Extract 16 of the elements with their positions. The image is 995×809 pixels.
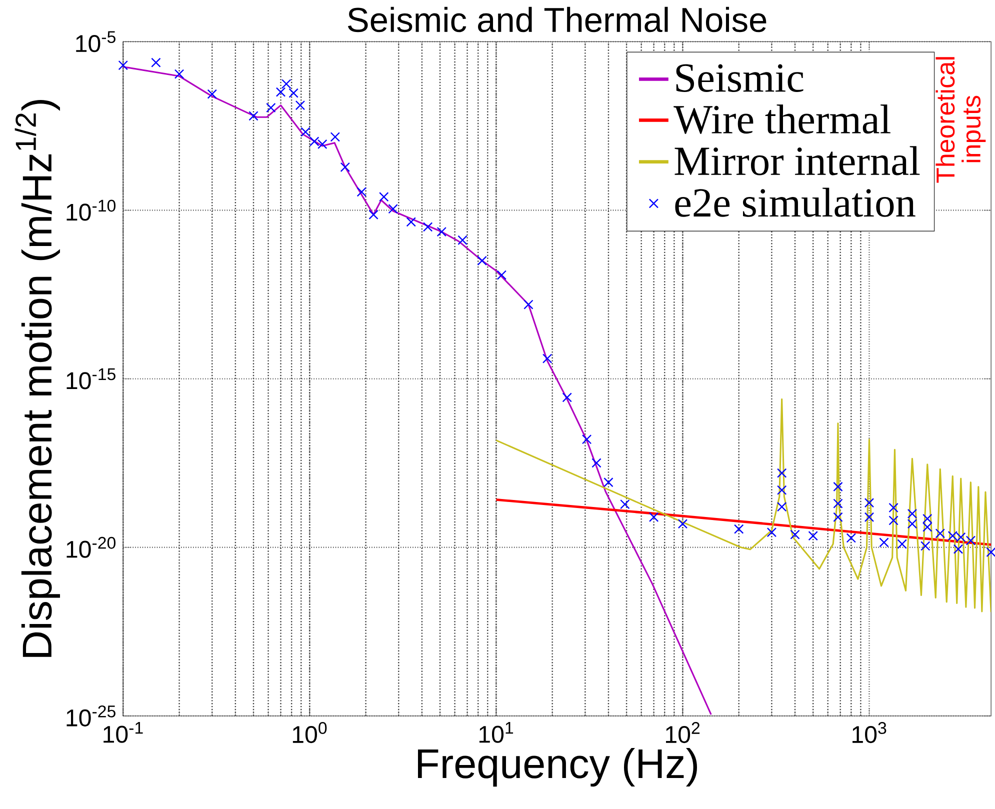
legend-label: Seismic (676, 64, 804, 92)
x-tick-label: 10$^{2}$ (666, 722, 700, 744)
x-tick-label: 10$^{3}$ (852, 722, 886, 744)
legend-label: e2e simulation (675, 188, 916, 217)
chart-title: Seismic and Thermal Noise (348, 6, 766, 32)
x-tick-label: 10$^{1}$ (479, 722, 514, 743)
y-tick-label: 10$^{-20}$ (66, 536, 116, 558)
legend-label: Mirror internal (674, 146, 920, 176)
legend-label: Wire thermal (674, 104, 890, 134)
annotation: Theoretical inputs (936, 57, 986, 183)
y-tick-label: 10$^{-5}$ (76, 31, 116, 52)
y-axis-title: Displacement motion (m/Hz$^{1/2}$) (14, 100, 60, 657)
y-tick-label: 10$^{-15}$ (66, 368, 116, 390)
x-axis-title: Frequency (Hz) (418, 748, 697, 787)
y-tick-label: 10$^{-10}$ (66, 200, 116, 221)
x-tick-label: 10$^{0}$ (292, 722, 327, 744)
